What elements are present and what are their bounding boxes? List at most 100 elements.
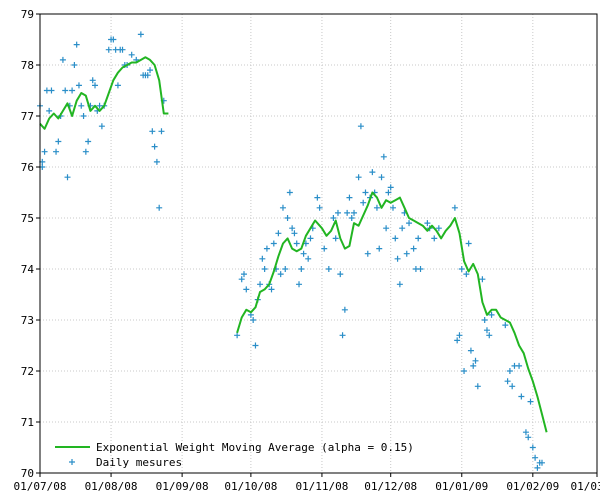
- daily-point: [279, 204, 286, 211]
- daily-point: [110, 36, 117, 43]
- daily-point: [305, 255, 312, 262]
- x-tick-label: 01/11/08: [295, 480, 348, 493]
- daily-point: [59, 56, 66, 63]
- daily-point: [259, 255, 266, 262]
- daily-point: [275, 230, 282, 237]
- daily-point: [71, 62, 78, 68]
- daily-point: [316, 204, 323, 211]
- daily-point: [144, 72, 151, 79]
- daily-point: [330, 215, 337, 221]
- daily-point: [518, 393, 525, 400]
- daily-point: [268, 286, 275, 293]
- daily-point: [387, 184, 394, 191]
- legend-swatch-daily: [69, 459, 75, 465]
- daily-point: [373, 204, 380, 211]
- daily-point: [307, 235, 314, 242]
- daily-point: [479, 276, 486, 283]
- daily-point: [396, 281, 403, 288]
- y-tick-label: 72: [21, 365, 34, 378]
- daily-point: [137, 31, 144, 38]
- daily-point: [296, 281, 303, 288]
- daily-point: [238, 276, 245, 283]
- daily-point: [506, 368, 513, 374]
- y-tick-label: 71: [21, 416, 34, 429]
- ewma-line-segment: [236, 191, 548, 433]
- daily-point: [48, 87, 55, 94]
- daily-point: [270, 240, 277, 247]
- daily-point: [147, 67, 154, 74]
- daily-point: [454, 337, 461, 344]
- daily-point: [504, 378, 511, 385]
- daily-point: [337, 271, 344, 278]
- series-layer: [37, 31, 548, 471]
- daily-point: [151, 143, 158, 150]
- daily-point: [149, 128, 156, 135]
- daily-point: [53, 148, 60, 155]
- ewma-line-segment: [39, 56, 169, 130]
- daily-point: [525, 434, 532, 441]
- daily-point: [128, 51, 135, 58]
- daily-point: [509, 383, 516, 390]
- daily-point: [458, 266, 465, 272]
- x-tick-label: 01/07/08: [14, 480, 67, 493]
- daily-point: [334, 209, 341, 216]
- daily-point: [399, 225, 406, 232]
- daily-point: [424, 220, 431, 227]
- daily-point: [293, 240, 300, 247]
- daily-point: [351, 209, 358, 216]
- daily-point: [263, 245, 270, 252]
- daily-point: [465, 240, 472, 247]
- daily-point: [435, 225, 442, 232]
- legend: Exponential Weight Moving Average (alpha…: [55, 441, 414, 469]
- daily-point: [467, 347, 474, 354]
- daily-point: [284, 215, 291, 221]
- y-axis-ticks: 70 71 72 73 74 75 76 77 78 79: [21, 8, 40, 480]
- daily-point: [385, 189, 392, 196]
- daily-point: [529, 444, 536, 451]
- daily-point: [415, 235, 422, 242]
- daily-point: [78, 102, 85, 109]
- daily-point: [431, 235, 438, 242]
- daily-point: [92, 82, 99, 89]
- y-tick-label: 78: [21, 59, 34, 72]
- y-tick-label: 79: [21, 8, 34, 21]
- daily-point: [73, 41, 80, 48]
- y-tick-label: 76: [21, 161, 34, 174]
- daily-point: [62, 87, 69, 94]
- daily-point: [339, 332, 346, 339]
- daily-point: [451, 204, 458, 211]
- daily-point: [376, 245, 383, 252]
- daily-point: [488, 311, 495, 318]
- daily-point: [532, 454, 539, 461]
- daily-point: [298, 266, 305, 272]
- daily-point: [378, 174, 385, 181]
- daily-point: [502, 322, 509, 329]
- x-tick-label: 01/10/08: [224, 480, 277, 493]
- daily-point: [456, 332, 463, 339]
- daily-point: [369, 169, 376, 176]
- y-tick-label: 74: [21, 263, 35, 276]
- daily-point: [522, 429, 529, 436]
- plot-frame: [39, 13, 598, 474]
- daily-point: [250, 317, 257, 323]
- daily-point: [98, 123, 105, 130]
- daily-mesures-series: [37, 31, 545, 471]
- daily-point: [80, 113, 87, 119]
- daily-point: [153, 158, 160, 165]
- daily-point: [85, 138, 92, 145]
- daily-point: [346, 194, 353, 201]
- daily-point: [314, 194, 321, 201]
- daily-point: [277, 271, 284, 278]
- daily-point: [156, 204, 163, 211]
- legend-plus-mark: [69, 459, 75, 465]
- daily-point: [516, 362, 523, 369]
- daily-point: [538, 459, 545, 466]
- daily-point: [470, 362, 477, 369]
- y-tick-label: 70: [21, 467, 34, 480]
- daily-point: [158, 128, 165, 135]
- daily-point: [243, 286, 250, 293]
- daily-point: [300, 250, 307, 257]
- x-tick-label: 01/12/08: [364, 480, 417, 493]
- daily-point: [394, 255, 401, 262]
- x-axis-ticks: 01/07/08 01/08/08 01/09/08 01/10/08 01/11/08…: [14, 473, 600, 493]
